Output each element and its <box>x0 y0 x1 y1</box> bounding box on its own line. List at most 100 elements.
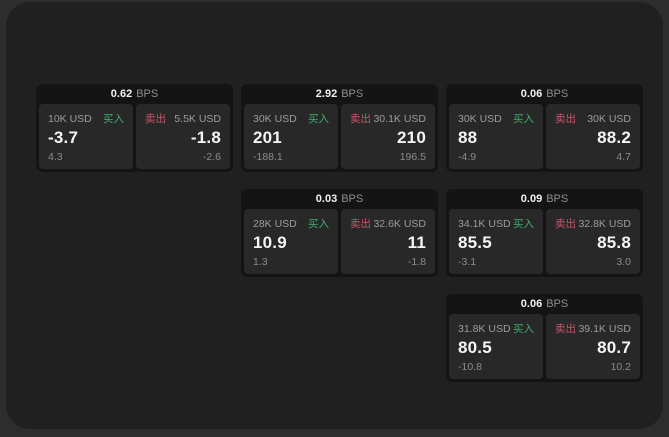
sell-price: 85.8 <box>597 233 631 253</box>
buy-panel[interactable]: 30K USD 买入 201 -188.1 <box>244 104 338 169</box>
buy-panel[interactable]: 34.1K USD 买入 85.5 -3.1 <box>449 209 543 274</box>
card-header: 2.92 BPS <box>241 84 438 104</box>
bps-spread-value: 0.03 <box>315 193 338 205</box>
sell-amount: 30.1K USD <box>373 112 426 125</box>
sell-label: 卖出 <box>555 323 576 335</box>
buy-change: -3.1 <box>458 256 477 268</box>
bps-spread-value: 0.06 <box>520 88 543 100</box>
buy-change: -4.9 <box>458 151 477 163</box>
buy-label: 买入 <box>513 218 534 230</box>
sell-top-row: 卖出 39.1K USD <box>555 321 631 336</box>
bps-unit-label: BPS <box>136 88 159 100</box>
sell-panel[interactable]: 卖出 39.1K USD 80.7 10.2 <box>546 314 640 379</box>
buy-panel[interactable]: 30K USD 买入 88 -4.9 <box>449 104 543 169</box>
sell-panel[interactable]: 卖出 30.1K USD 210 196.5 <box>341 104 435 169</box>
buy-top-row: 28K USD 买入 <box>253 216 329 231</box>
buy-top-row: 10K USD 买入 <box>48 111 124 126</box>
sell-label: 卖出 <box>350 218 371 230</box>
card-header: 0.06 BPS <box>446 84 643 104</box>
bps-unit-label: BPS <box>546 298 569 310</box>
sell-change: 10.2 <box>610 361 631 373</box>
sell-change: -1.8 <box>407 256 426 268</box>
buy-label: 买入 <box>308 218 329 230</box>
sell-panel[interactable]: 卖出 5.5K USD -1.8 -2.6 <box>136 104 230 169</box>
bps-unit-label: BPS <box>341 88 364 100</box>
buy-panel[interactable]: 10K USD 买入 -3.7 4.3 <box>39 104 133 169</box>
buy-top-row: 31.8K USD 买入 <box>458 321 534 336</box>
sell-price: 11 <box>407 233 426 253</box>
main-panel: 0.62 BPS 10K USD 买入 -3.7 4.3 卖出 5.5K USD… <box>6 2 663 429</box>
sell-amount: 32.8K USD <box>578 217 631 230</box>
card-header: 0.09 BPS <box>446 189 643 209</box>
quote-card: 0.62 BPS 10K USD 买入 -3.7 4.3 卖出 5.5K USD… <box>36 84 233 172</box>
sell-amount: 30K USD <box>587 112 631 125</box>
quote-card: 0.03 BPS 28K USD 买入 10.9 1.3 卖出 32.6K US… <box>241 189 438 277</box>
sell-price: 210 <box>397 128 426 148</box>
buy-price: 88 <box>458 128 478 148</box>
quote-card: 2.92 BPS 30K USD 买入 201 -188.1 卖出 30.1K … <box>241 84 438 172</box>
sell-panel[interactable]: 卖出 32.8K USD 85.8 3.0 <box>546 209 640 274</box>
sell-change: 4.7 <box>616 151 631 163</box>
bps-unit-label: BPS <box>546 193 569 205</box>
sell-price: 88.2 <box>597 128 631 148</box>
card-body: 31.8K USD 买入 80.5 -10.8 卖出 39.1K USD 80.… <box>446 314 643 382</box>
sell-change: 196.5 <box>399 151 426 163</box>
sell-change: 3.0 <box>616 256 631 268</box>
quote-card: 0.06 BPS 30K USD 买入 88 -4.9 卖出 30K USD 8… <box>446 84 643 172</box>
buy-panel[interactable]: 28K USD 买入 10.9 1.3 <box>244 209 338 274</box>
quote-card: 0.06 BPS 31.8K USD 买入 80.5 -10.8 卖出 39.1… <box>446 294 643 382</box>
sell-panel[interactable]: 卖出 32.6K USD 11 -1.8 <box>341 209 435 274</box>
buy-label: 买入 <box>103 113 124 125</box>
bps-spread-value: 2.92 <box>315 88 338 100</box>
buy-price: 80.5 <box>458 338 492 358</box>
card-header: 0.06 BPS <box>446 294 643 314</box>
card-body: 28K USD 买入 10.9 1.3 卖出 32.6K USD 11 -1.8 <box>241 209 438 277</box>
bps-unit-label: BPS <box>546 88 569 100</box>
buy-price: 85.5 <box>458 233 492 253</box>
bps-spread-value: 0.62 <box>110 88 133 100</box>
buy-price: 201 <box>253 128 282 148</box>
buy-top-row: 30K USD 买入 <box>253 111 329 126</box>
buy-change: -10.8 <box>458 361 482 373</box>
sell-amount: 39.1K USD <box>578 322 631 335</box>
sell-top-row: 卖出 30K USD <box>555 111 631 126</box>
sell-amount: 32.6K USD <box>373 217 426 230</box>
sell-top-row: 卖出 32.8K USD <box>555 216 631 231</box>
buy-change: 1.3 <box>253 256 268 268</box>
sell-panel[interactable]: 卖出 30K USD 88.2 4.7 <box>546 104 640 169</box>
sell-price: 80.7 <box>597 338 631 358</box>
sell-label: 卖出 <box>350 113 371 125</box>
sell-change: -2.6 <box>202 151 221 163</box>
bps-spread-value: 0.06 <box>520 298 543 310</box>
cards-grid: 0.62 BPS 10K USD 买入 -3.7 4.3 卖出 5.5K USD… <box>36 84 643 382</box>
buy-amount: 28K USD <box>253 217 297 230</box>
buy-amount: 10K USD <box>48 112 92 125</box>
buy-panel[interactable]: 31.8K USD 买入 80.5 -10.8 <box>449 314 543 379</box>
sell-label: 卖出 <box>145 113 166 125</box>
buy-label: 买入 <box>308 113 329 125</box>
buy-amount: 30K USD <box>253 112 297 125</box>
buy-change: 4.3 <box>48 151 63 163</box>
card-body: 30K USD 买入 201 -188.1 卖出 30.1K USD 210 1… <box>241 104 438 172</box>
sell-top-row: 卖出 32.6K USD <box>350 216 426 231</box>
buy-price: 10.9 <box>253 233 287 253</box>
buy-top-row: 30K USD 买入 <box>458 111 534 126</box>
card-body: 30K USD 买入 88 -4.9 卖出 30K USD 88.2 4.7 <box>446 104 643 172</box>
card-header: 0.62 BPS <box>36 84 233 104</box>
buy-change: -188.1 <box>253 151 283 163</box>
card-body: 10K USD 买入 -3.7 4.3 卖出 5.5K USD -1.8 -2.… <box>36 104 233 172</box>
buy-amount: 34.1K USD <box>458 217 511 230</box>
sell-price: -1.8 <box>190 128 221 148</box>
bps-spread-value: 0.09 <box>520 193 543 205</box>
buy-amount: 31.8K USD <box>458 322 511 335</box>
card-body: 34.1K USD 买入 85.5 -3.1 卖出 32.8K USD 85.8… <box>446 209 643 277</box>
sell-top-row: 卖出 5.5K USD <box>145 111 221 126</box>
quote-card: 0.09 BPS 34.1K USD 买入 85.5 -3.1 卖出 32.8K… <box>446 189 643 277</box>
buy-label: 买入 <box>513 323 534 335</box>
sell-label: 卖出 <box>555 113 576 125</box>
sell-top-row: 卖出 30.1K USD <box>350 111 426 126</box>
buy-top-row: 34.1K USD 买入 <box>458 216 534 231</box>
card-header: 0.03 BPS <box>241 189 438 209</box>
sell-amount: 5.5K USD <box>174 112 221 125</box>
bps-unit-label: BPS <box>341 193 364 205</box>
